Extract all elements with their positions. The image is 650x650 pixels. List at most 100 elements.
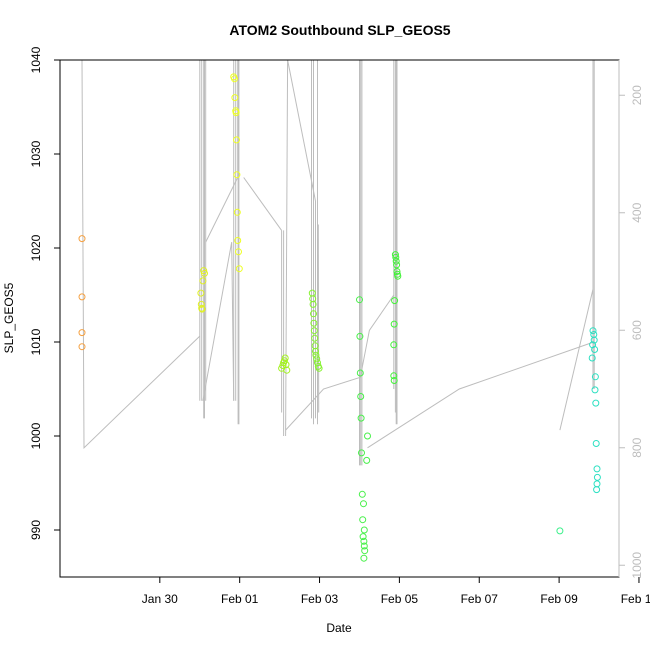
x-tick-label: Feb 01 [221,592,259,606]
data-point [593,465,601,473]
plot-frame [59,59,620,578]
data-point [358,449,365,457]
data-point [235,248,242,256]
data-point [311,334,319,342]
data-point [392,257,400,265]
x-tick-label: Feb 05 [381,592,419,606]
track-line [285,59,289,437]
data-point [199,277,207,285]
data-point [78,329,86,337]
data-point [391,251,399,259]
right-axis: 200 400 600 800 1000 [618,60,644,579]
data-point [593,486,601,494]
data-point [357,414,365,422]
data-point [359,516,367,524]
data-point [233,136,240,144]
data-point [390,372,398,380]
x-tick-label: Feb 11 [621,592,650,606]
data-point [312,347,319,355]
data-point [233,171,241,179]
track-line [367,341,594,449]
data-point [280,357,288,365]
data-point [592,440,600,447]
data-point [198,305,206,313]
right-tick-label: 600 [630,320,644,340]
data-point [78,235,86,243]
data-point [390,320,398,328]
data-point [200,267,208,275]
data-point [360,500,367,508]
x-tick-label: Feb 07 [461,592,499,606]
data-points [78,73,601,562]
data-point [308,289,316,297]
right-tick-label: 200 [630,85,644,105]
track-line [243,177,283,231]
data-point [78,293,86,301]
data-point [358,490,366,498]
x-tick-label: Jan 30 [142,592,178,606]
data-point [356,332,364,340]
data-point [592,399,600,407]
data-point [283,366,291,374]
track-line [287,59,316,419]
data-point [591,346,599,353]
chart-title: ATOM2 Southbound SLP_GEOS5 [229,22,450,38]
data-point [231,94,239,102]
data-point [231,75,238,83]
data-point [593,473,601,481]
data-point [356,369,364,377]
track-line [359,294,395,378]
y-axis-label: SLP_GEOS5 [2,282,16,353]
data-point [357,393,365,400]
data-point [591,386,599,394]
data-point [593,480,601,488]
data-point [309,295,317,303]
data-point [360,526,368,534]
y-tick-label: 1030 [29,140,43,167]
data-point [361,547,369,555]
track-lines [81,59,595,466]
data-point [197,300,205,308]
data-point [233,208,241,216]
data-point [310,327,318,335]
data-point [390,341,398,349]
data-point [281,354,289,362]
data-point [356,296,363,304]
x-axis-label: Date [326,621,352,635]
data-point [313,355,321,363]
track-line [559,288,594,431]
data-point [310,310,317,318]
track-line [202,242,235,401]
x-axis: Jan 30 Feb 01 Feb 03 Feb 05 Feb 07 Feb 09 Feb … [142,577,650,606]
data-point [279,362,287,369]
data-point [393,261,401,269]
data-point [363,456,371,464]
data-point [232,109,240,117]
data-point [235,265,243,273]
data-point [589,327,597,335]
right-tick-label: 1000 [630,552,644,579]
x-tick-label: Feb 09 [540,592,578,606]
y-tick-label: 1020 [29,234,43,261]
data-point [359,533,367,541]
data-point [591,373,599,381]
data-point [360,554,368,562]
track-line [81,59,201,449]
data-point [201,269,208,277]
y-tick-label: 1000 [29,422,43,449]
data-point [360,542,368,550]
data-point [309,300,317,308]
data-point [393,268,401,275]
data-point [315,364,323,372]
data-point [364,432,371,440]
data-point [390,377,398,384]
data-point [310,319,318,327]
data-point [590,336,598,344]
x-tick-label: Feb 03 [301,592,339,606]
y-tick-label: 990 [29,520,43,540]
data-point [394,272,402,280]
data-point [197,289,205,297]
y-tick-label: 1010 [29,328,43,355]
right-tick-label: 400 [630,202,644,222]
